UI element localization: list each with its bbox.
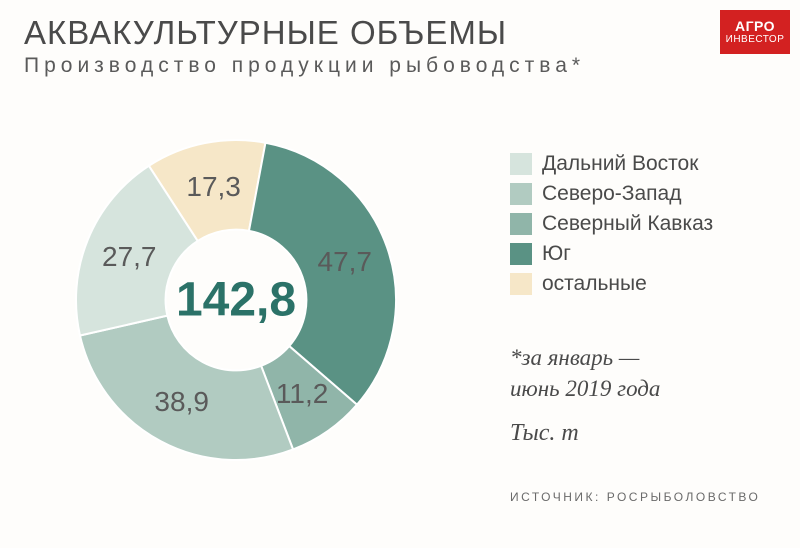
legend-item: Северный Кавказ <box>510 212 713 236</box>
slice-value-label: 11,2 <box>276 378 328 410</box>
unit-label: Тыс. т <box>510 420 579 447</box>
legend-swatch <box>510 273 532 295</box>
legend-swatch <box>510 153 532 175</box>
legend-item: Юг <box>510 242 713 266</box>
header: АКВАКУЛЬТУРНЫЕ ОБЪЕМЫ Производство проду… <box>24 14 776 78</box>
footnote: *за январь — июнь 2019 года <box>510 342 660 404</box>
legend-swatch <box>510 183 532 205</box>
page-subtitle: Производство продукции рыбоводства* <box>24 54 776 78</box>
legend-item: Северо-Запад <box>510 182 713 206</box>
legend-label: Северный Кавказ <box>542 212 713 236</box>
source-label: ИСТОЧНИК: РОСРЫБОЛОВСТВО <box>510 490 760 504</box>
slice-value-label: 17,3 <box>186 171 241 203</box>
slice-value-label: 38,9 <box>154 386 209 418</box>
chart-center-value: 142,8 <box>176 273 296 328</box>
donut-chart: 142,8 17,3 47,7 11,2 38,9 27,7 <box>36 100 436 500</box>
page-title: АКВАКУЛЬТУРНЫЕ ОБЪЕМЫ <box>24 14 776 52</box>
logo-line2: ИНВЕСТОР <box>720 34 790 45</box>
legend-label: Юг <box>542 242 571 266</box>
legend: Дальний Восток Северо-Запад Северный Кавка… <box>510 152 713 302</box>
slice-value-label: 27,7 <box>102 241 157 273</box>
footnote-line1: *за январь — <box>510 345 639 370</box>
legend-label: остальные <box>542 272 647 296</box>
legend-swatch <box>510 243 532 265</box>
legend-item: Дальний Восток <box>510 152 713 176</box>
legend-swatch <box>510 213 532 235</box>
footnote-line2: июнь 2019 года <box>510 376 660 401</box>
legend-label: Северо-Запад <box>542 182 681 206</box>
legend-label: Дальний Восток <box>542 152 698 176</box>
logo-line1: АГРО <box>720 19 790 34</box>
legend-item: остальные <box>510 272 713 296</box>
brand-logo: АГРО ИНВЕСТОР <box>720 10 790 54</box>
slice-value-label: 47,7 <box>318 246 373 278</box>
